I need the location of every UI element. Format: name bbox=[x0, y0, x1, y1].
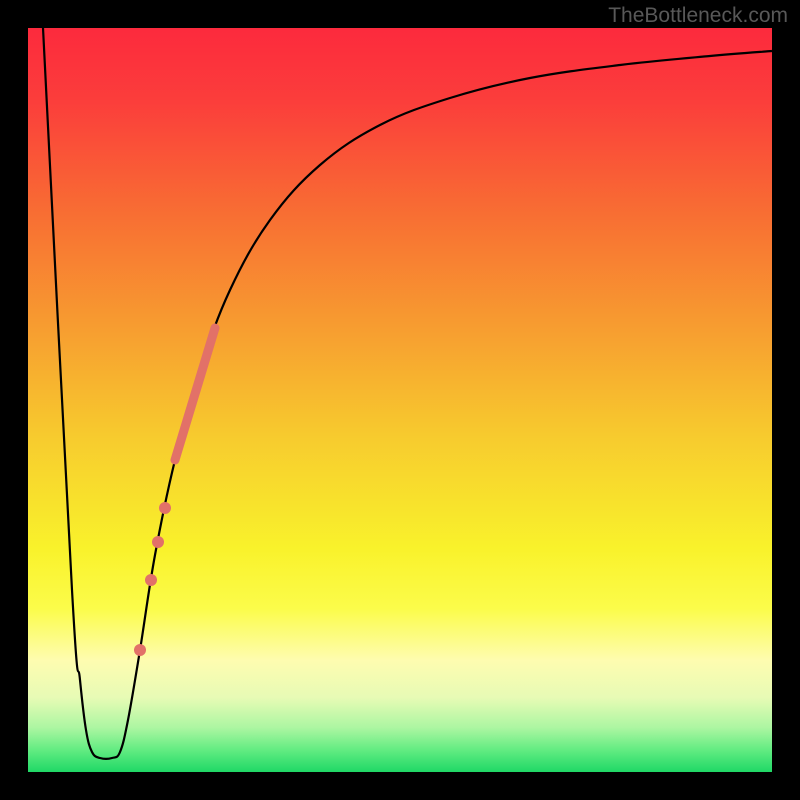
chart-container: TheBottleneck.com bbox=[0, 0, 800, 800]
marker-dot bbox=[145, 574, 157, 586]
plot-background bbox=[28, 28, 772, 772]
marker-dot bbox=[159, 502, 171, 514]
watermark-text: TheBottleneck.com bbox=[608, 4, 788, 28]
chart-canvas bbox=[0, 0, 800, 800]
marker-dot bbox=[134, 644, 146, 656]
marker-dot bbox=[152, 536, 164, 548]
